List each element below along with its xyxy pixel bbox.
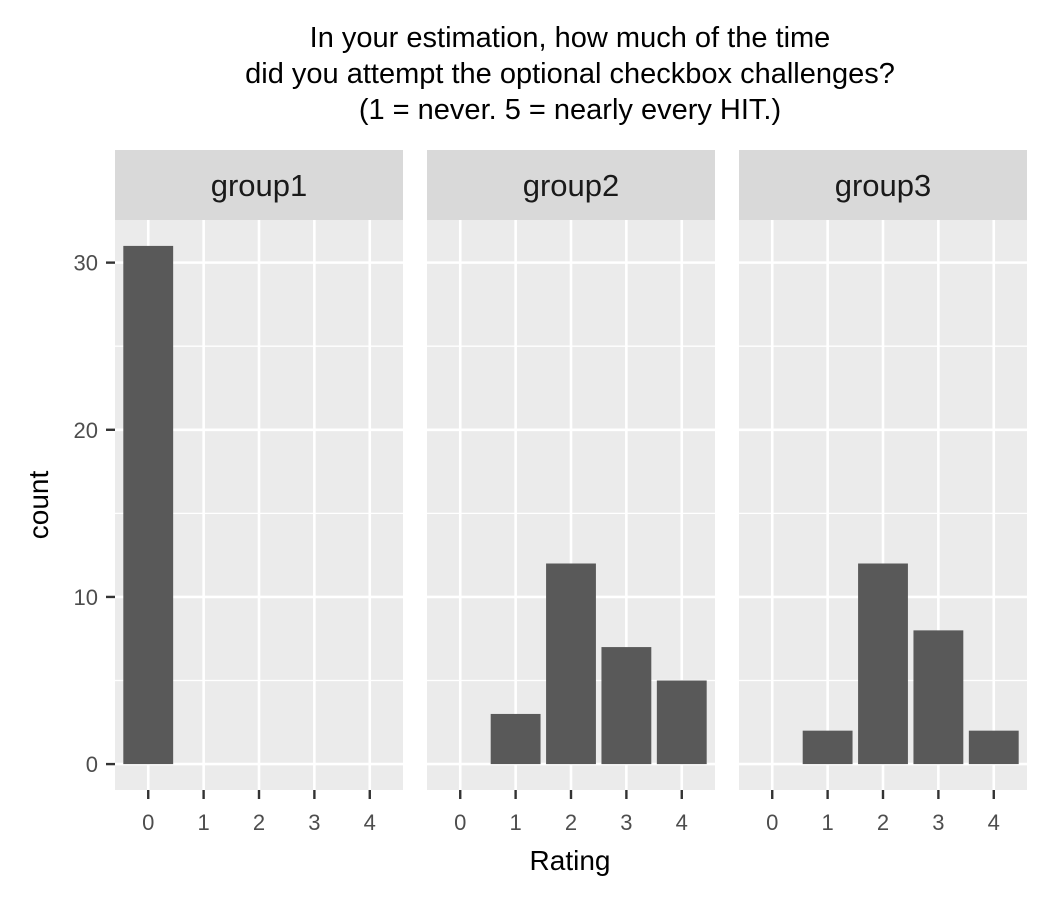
- bar-group2-3: [601, 647, 652, 765]
- facet-panel-group1: group1 0 1 2 3 4: [115, 150, 403, 835]
- facet-panel-group2: group2 0 1 2 3 4: [427, 150, 715, 835]
- x-tick-label: 1: [509, 810, 521, 835]
- facet-strip-label: group1: [211, 168, 308, 203]
- x-tick-label: 4: [988, 810, 1000, 835]
- facet-panel-group3: group3 0 1 2 3 4: [739, 150, 1027, 835]
- bar-group3-1: [802, 730, 853, 765]
- x-tick-label: 2: [253, 810, 265, 835]
- x-tick-label: 0: [454, 810, 466, 835]
- chart-title-line-1: In your estimation, how much of the time: [310, 22, 831, 54]
- y-tick-label: 0: [86, 752, 98, 777]
- bar-group2-4: [656, 680, 707, 765]
- y-tick-label: 30: [74, 251, 98, 276]
- y-tick-label: 20: [74, 418, 98, 443]
- chart-title: In your estimation, how much of the time…: [245, 22, 895, 126]
- facet-strip-label: group3: [835, 168, 932, 203]
- chart-title-line-2: did you attempt the optional checkbox ch…: [245, 58, 895, 90]
- x-tick-label: 2: [565, 810, 577, 835]
- x-tick-label: 4: [364, 810, 376, 835]
- bar-group2-1: [490, 713, 541, 765]
- x-tick-label: 1: [197, 810, 209, 835]
- bar-group3-2: [858, 563, 908, 765]
- x-tick-label: 2: [877, 810, 889, 835]
- facet-strip: [739, 150, 1027, 220]
- x-axis-title: Rating: [530, 845, 611, 876]
- x-tick-label: 1: [821, 810, 833, 835]
- bar-group1-0: [123, 245, 174, 765]
- x-tick-label: 3: [620, 810, 632, 835]
- x-tick-label: 3: [932, 810, 944, 835]
- chart-title-line-3: (1 = never. 5 = nearly every HIT.): [359, 94, 781, 126]
- bar-group3-3: [913, 630, 964, 765]
- bar-group2-2: [546, 563, 596, 765]
- facet-strip-label: group2: [523, 168, 620, 203]
- facet-strip: [427, 150, 715, 220]
- x-tick-label: 4: [676, 810, 688, 835]
- x-tick-label: 3: [308, 810, 320, 835]
- facet-strip: [115, 150, 403, 220]
- y-tick-label: 10: [74, 585, 98, 610]
- y-axis-title: count: [23, 471, 54, 540]
- bar-group3-4: [968, 730, 1019, 765]
- y-axis: 0 10 20 30: [74, 251, 115, 777]
- facet-panels: group1 0 1 2 3 4 group2 0 1 2 3 4 group3 0 1 2 3 4: [115, 150, 1027, 835]
- x-tick-label: 0: [142, 810, 154, 835]
- x-tick-label: 0: [766, 810, 778, 835]
